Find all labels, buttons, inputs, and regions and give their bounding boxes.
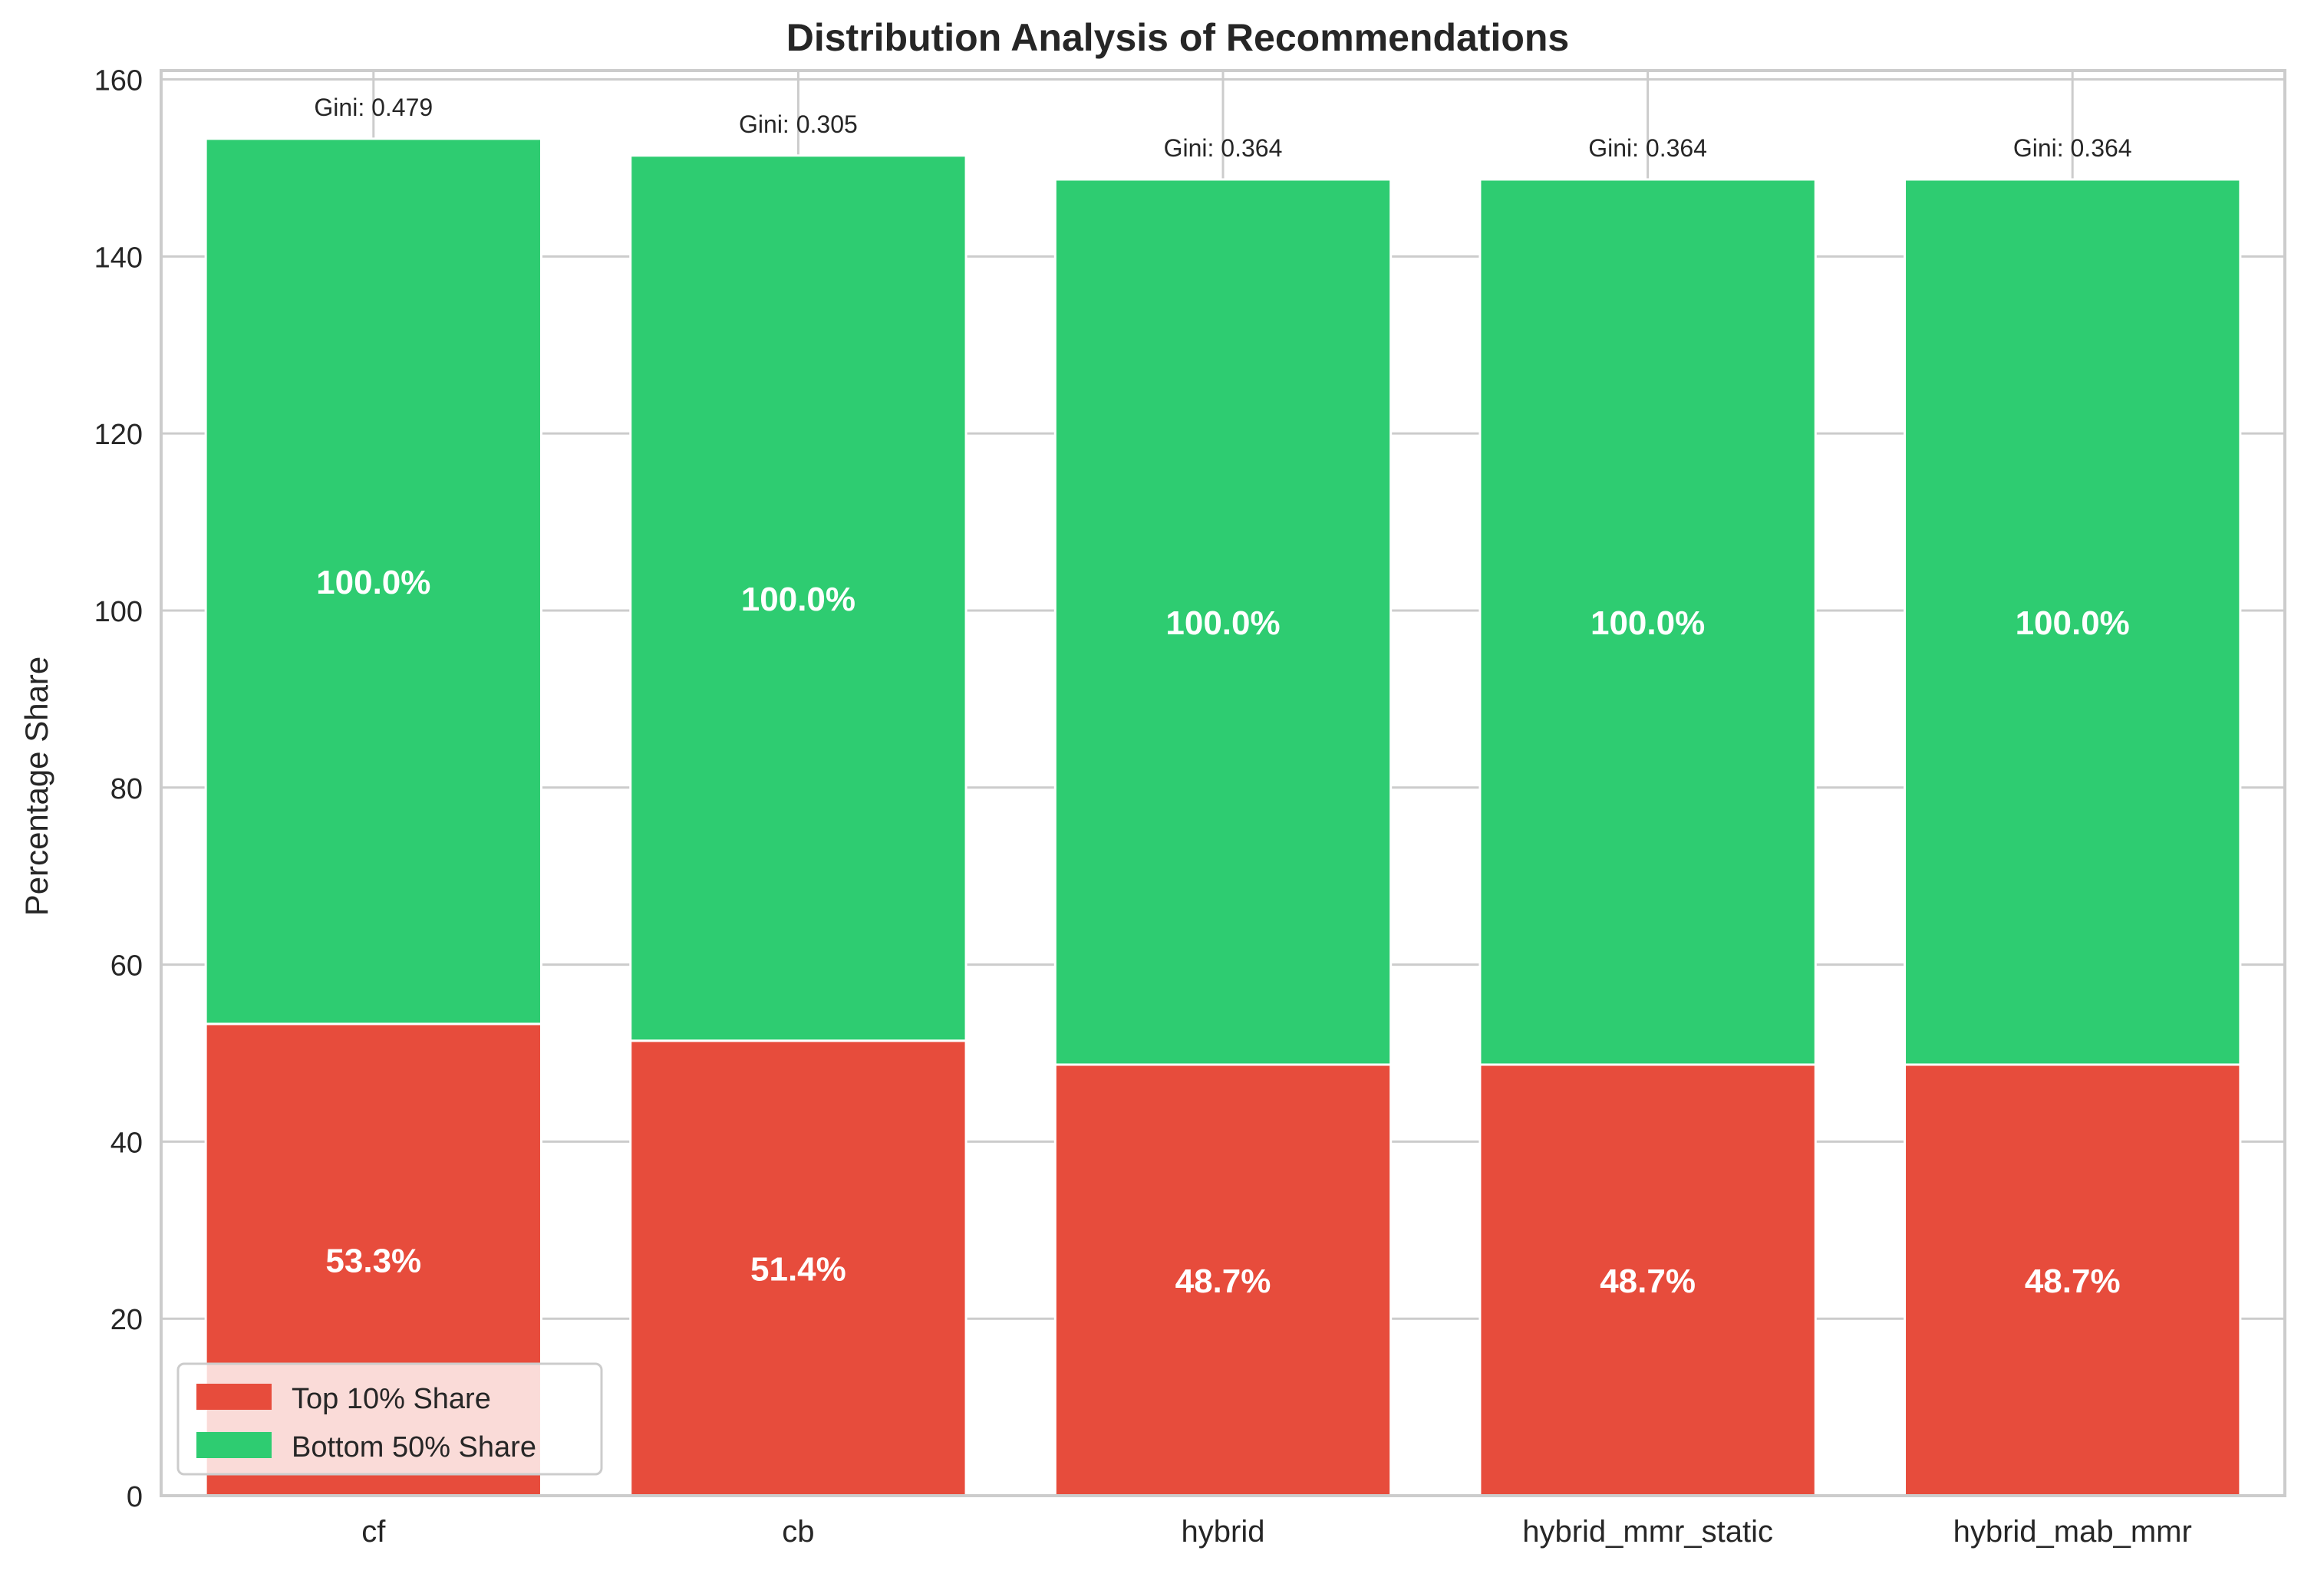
bar-top-10-share	[1478, 1063, 1817, 1497]
top-share-label: 48.7%	[1600, 1263, 1696, 1300]
legend-swatch	[196, 1384, 272, 1410]
y-tick-label: 0	[127, 1481, 143, 1513]
legend-box	[176, 1362, 603, 1476]
y-tick-label: 20	[110, 1304, 143, 1336]
axis-ticks: 0 20 40 60 80 100 120 140 160 cf cb hybrid hybrid_mm…	[94, 65, 2192, 1549]
bar-top-10-share	[629, 1039, 968, 1497]
top-share-label: 48.7%	[2025, 1263, 2121, 1300]
bar-bottom-50-share	[204, 137, 542, 1026]
y-tick-label: 120	[94, 419, 143, 451]
bar-bottom-50-share	[1478, 178, 1817, 1066]
top-share-label: 51.4%	[750, 1250, 846, 1288]
bar-bottom-50-share	[1053, 178, 1393, 1066]
bar-bottom-50-share	[629, 154, 968, 1042]
bar-top-10-share	[1053, 1063, 1393, 1497]
x-tick-label: hybrid	[1182, 1515, 1265, 1549]
data-labels: 53.3% 100.0% Gini: 0.479 51.4% 100.0% Gini: 0…	[314, 94, 2131, 1300]
bottom-share-label: 100.0%	[1591, 604, 1705, 642]
gini-annotation: Gini: 0.364	[2013, 134, 2132, 162]
y-tick-label: 80	[110, 773, 143, 805]
x-tick-label: cf	[361, 1515, 386, 1549]
legend-label: Top 10% Share	[292, 1383, 491, 1415]
gini-annotation: Gini: 0.364	[1588, 134, 1707, 162]
bottom-share-label: 100.0%	[741, 581, 855, 618]
legend-label: Bottom 50% Share	[292, 1431, 536, 1463]
gini-annotation: Gini: 0.364	[1164, 134, 1283, 162]
bottom-share-label: 100.0%	[2016, 604, 2130, 642]
chart-title: Distribution Analysis of Recommendations	[786, 16, 1570, 59]
bottom-share-label: 100.0%	[316, 564, 430, 601]
bottom-share-label: 100.0%	[1165, 604, 1280, 642]
y-tick-label: 140	[94, 242, 143, 274]
top-share-label: 48.7%	[1175, 1263, 1271, 1300]
y-tick-label: 160	[94, 65, 143, 97]
bar-top-10-share	[1904, 1063, 2242, 1497]
y-tick-label: 100	[94, 596, 143, 628]
bar-bottom-50-share	[1904, 178, 2242, 1066]
gini-annotation: Gini: 0.305	[739, 110, 858, 138]
x-tick-label: hybrid_mmr_static	[1522, 1515, 1773, 1549]
legend-swatch	[196, 1432, 272, 1458]
x-tick-label: cb	[782, 1515, 814, 1549]
y-tick-label: 60	[110, 950, 143, 983]
y-axis-label: Percentage Share	[18, 657, 54, 917]
top-share-label: 53.3%	[325, 1242, 421, 1279]
plot-frame	[160, 69, 2286, 1497]
y-tick-label: 40	[110, 1127, 143, 1159]
x-tick-label: hybrid_mab_mmr	[1953, 1515, 2192, 1549]
gini-annotation: Gini: 0.479	[314, 94, 433, 121]
legend: Top 10% Share Bottom 50% Share	[176, 1362, 603, 1476]
